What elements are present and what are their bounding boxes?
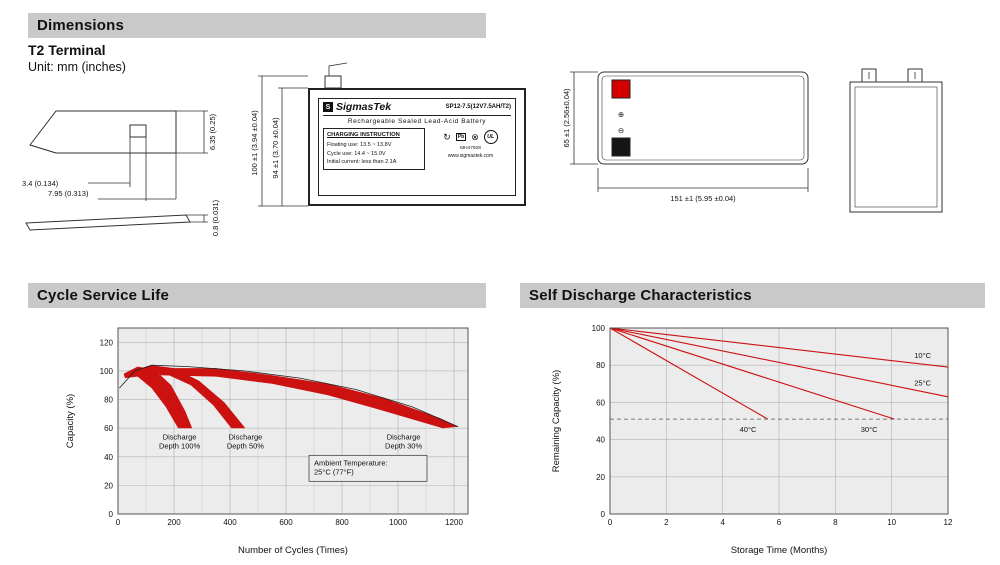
- battery-case: S SigmasTek SP12-7.5(12V7.5AH/T2) Rechar…: [308, 88, 526, 206]
- crossed-bin-icon: ⊗: [471, 131, 479, 142]
- svg-text:Depth 50%: Depth 50%: [227, 442, 264, 451]
- dim-tab-width: 7.95 (0.313): [48, 189, 89, 198]
- ul-mark-icon: UL: [483, 130, 498, 144]
- dim-terminal-thickness: 0.8 (0.031): [211, 199, 220, 236]
- front-view-dimension-layer: 100 ±1 (3.94 ±0.04) 94 ±1 (3.70 ±0.04): [250, 62, 348, 207]
- side-view-outline: [849, 81, 943, 213]
- ul-file-number: MH47928: [460, 146, 481, 151]
- svg-text:30°C: 30°C: [861, 425, 878, 434]
- svg-text:0: 0: [601, 510, 606, 519]
- dim-top-length: 151 ±1 (5.95 ±0.04): [670, 194, 736, 203]
- svg-text:Discharge: Discharge: [387, 433, 421, 442]
- svg-text:400: 400: [223, 518, 237, 527]
- label-middle-row: CHARGING INSTRUCTION Floating use: 13.5 …: [323, 128, 511, 170]
- dim-top-width: 65 ±1 (2.56±0.04): [562, 88, 571, 148]
- front-terminal-blade: [324, 62, 348, 89]
- svg-text:25°C: 25°C: [914, 379, 931, 388]
- svg-text:Depth 30%: Depth 30%: [385, 442, 422, 451]
- charging-line-floating: Floating use: 13.5 ~ 13.8V: [327, 141, 392, 148]
- svg-text:Remaining Capacity (%): Remaining Capacity (%): [551, 370, 562, 472]
- terminal-blade-side-outline: [25, 214, 208, 231]
- top-dimension-lines: [570, 71, 809, 192]
- svg-text:4: 4: [720, 518, 725, 527]
- battery-type-text: Rechargeable Sealed Lead-Acid Battery: [347, 118, 487, 125]
- top-view-drawing: ⊕ ⊖ 65 ±1 (2.56±0.04) 151 ±1 (5.95 ±0.04…: [562, 71, 809, 203]
- svg-text:10°C: 10°C: [914, 351, 931, 360]
- svg-text:0: 0: [116, 518, 121, 527]
- svg-text:100: 100: [100, 367, 114, 376]
- svg-text:1000: 1000: [389, 518, 407, 527]
- cycle-service-life-chart: 0 200 400 600 800 1000 1200 0 20 40 60 80 100 120 Disc…: [65, 327, 469, 556]
- minus-symbol: ⊖: [618, 126, 624, 135]
- dim-total-height: 100 ±1 (3.94 ±0.04): [250, 110, 259, 176]
- side-view-drawing: [849, 68, 943, 213]
- front-view-drawing: 100 ±1 (3.94 ±0.04) 94 ±1 (3.70 ±0.04) S…: [250, 58, 545, 273]
- label-brand-row: S SigmasTek SP12-7.5(12V7.5AH/T2): [323, 101, 511, 116]
- label-certification-icons: ↻ Pb ⊗ UL MH47928 www.sigmastek.com: [430, 128, 511, 170]
- self-discharge-header: Self Discharge Characteristics: [520, 283, 985, 308]
- svg-text:40: 40: [104, 453, 113, 462]
- dim-terminal-height: 6.35 (0.25): [208, 113, 217, 150]
- website-text: www.sigmastek.com: [447, 153, 494, 159]
- terminal-type-title: T2 Terminal: [28, 42, 106, 58]
- unit-note: Unit: mm (inches): [28, 60, 126, 74]
- svg-text:Discharge: Discharge: [163, 433, 197, 442]
- side-view-terminals: [861, 68, 923, 83]
- recycle-pb-icon: ↻: [443, 131, 451, 142]
- svg-text:1200: 1200: [445, 518, 463, 527]
- svg-text:10: 10: [887, 518, 896, 527]
- svg-text:Discharge: Discharge: [229, 433, 263, 442]
- charging-line-cycle: Cycle use: 14.4 ~ 15.0V: [327, 150, 386, 157]
- svg-text:Storage Time (Months): Storage Time (Months): [731, 545, 828, 556]
- model-number: SP12-7.5(12V7.5AH/T2): [445, 104, 511, 110]
- svg-text:80: 80: [104, 396, 113, 405]
- dimensions-section-header: Dimensions: [28, 13, 486, 38]
- svg-text:200: 200: [167, 518, 181, 527]
- pb-tag: Pb: [455, 133, 467, 141]
- top-view-outline: [597, 71, 809, 165]
- charging-title: CHARGING INSTRUCTION: [327, 132, 400, 138]
- self-discharge-chart: 0 2 4 6 8 10 12 0 20 40 60 80 100 10°C 25°C 30°C 40°C Sto…: [551, 324, 953, 556]
- svg-text:120: 120: [100, 338, 114, 347]
- svg-text:2: 2: [664, 518, 669, 527]
- svg-text:600: 600: [279, 518, 293, 527]
- svg-text:80: 80: [596, 361, 605, 370]
- dim-hole-width: 3.4 (0.134): [22, 179, 59, 188]
- svg-text:40: 40: [596, 436, 605, 445]
- plus-symbol: ⊕: [618, 110, 624, 119]
- terminal-blade-top-outline: [29, 110, 177, 154]
- svg-text:0: 0: [109, 510, 114, 519]
- positive-terminal: [611, 79, 631, 99]
- svg-text:800: 800: [335, 518, 349, 527]
- charging-line-initial: Initial current: less than 2.1A: [327, 159, 397, 166]
- svg-text:Depth 100%: Depth 100%: [159, 442, 201, 451]
- battery-label: S SigmasTek SP12-7.5(12V7.5AH/T2) Rechar…: [318, 98, 516, 196]
- svg-text:40°C: 40°C: [740, 425, 757, 434]
- svg-text:8: 8: [833, 518, 838, 527]
- svg-text:20: 20: [596, 473, 605, 482]
- svg-text:Number of Cycles (Times): Number of Cycles (Times): [238, 545, 348, 556]
- charging-instruction-box: CHARGING INSTRUCTION Floating use: 13.5 …: [323, 128, 425, 170]
- svg-text:12: 12: [944, 518, 953, 527]
- svg-text:6: 6: [777, 518, 782, 527]
- svg-text:0: 0: [608, 518, 613, 527]
- brand-logo-icon: S: [323, 102, 333, 112]
- svg-text:20: 20: [104, 481, 113, 490]
- svg-text:Capacity (%): Capacity (%): [65, 394, 76, 448]
- svg-text:60: 60: [596, 398, 605, 407]
- terminal-dimension-lines: [88, 110, 208, 201]
- svg-text:60: 60: [104, 424, 113, 433]
- negative-terminal: [611, 137, 631, 157]
- svg-text:100: 100: [592, 324, 606, 333]
- terminal-detail-drawing: 3.4 (0.134) 7.95 (0.313) 6.35 (0.25) 0.8…: [22, 110, 220, 236]
- cycle-service-life-header: Cycle Service Life: [28, 283, 486, 308]
- svg-text:Ambient Temperature:: Ambient Temperature:: [314, 458, 388, 467]
- dim-case-height: 94 ±1 (3.70 ±0.04): [271, 117, 280, 179]
- svg-text:25°C (77°F): 25°C (77°F): [314, 467, 354, 476]
- brand-name: SigmasTek: [336, 101, 392, 113]
- front-dimension-lines: [258, 75, 308, 207]
